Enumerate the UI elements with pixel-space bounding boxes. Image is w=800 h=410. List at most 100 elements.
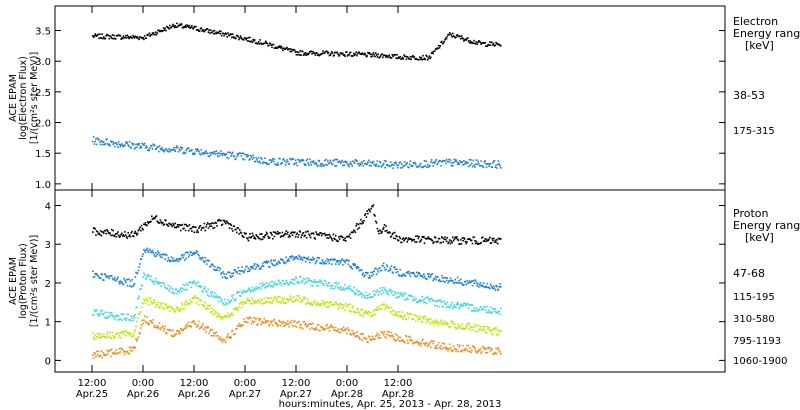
- proton-point: [348, 329, 350, 332]
- proton-legend-series-47-68: 47-68: [733, 267, 765, 280]
- proton-point: [325, 234, 328, 236]
- proton-point: [276, 301, 279, 304]
- electron-point: [430, 52, 433, 54]
- electron-point: [158, 145, 161, 147]
- proton-point: [151, 215, 153, 218]
- proton-point: [295, 233, 298, 236]
- proton-point: [229, 300, 232, 303]
- proton-point: [198, 225, 201, 228]
- proton-point: [361, 274, 364, 276]
- proton-point: [391, 290, 394, 293]
- electron-point: [387, 56, 390, 59]
- proton-point: [415, 241, 418, 243]
- electron-point: [364, 162, 367, 165]
- electron-point: [298, 51, 300, 54]
- proton-point: [459, 304, 462, 306]
- proton-point: [236, 272, 239, 275]
- proton-point: [403, 239, 405, 242]
- proton-point: [484, 325, 486, 328]
- proton-point: [118, 334, 121, 337]
- proton-point: [279, 320, 281, 323]
- x-tick-date-2: Apr.26: [178, 389, 210, 400]
- proton-point: [186, 323, 188, 326]
- proton-point: [454, 326, 456, 328]
- electron-point: [312, 161, 314, 164]
- proton-point: [408, 335, 410, 338]
- electron-point: [242, 158, 244, 160]
- proton-point: [316, 304, 318, 306]
- proton-point: [329, 326, 331, 328]
- electron-point: [328, 162, 331, 164]
- electron-point: [397, 57, 399, 60]
- x-axis-label: hours:minutes, Apr. 25, 2013 - Apr. 28, …: [279, 399, 502, 410]
- proton-point: [231, 330, 233, 333]
- electron-point: [429, 164, 431, 167]
- electron-point: [253, 157, 255, 159]
- proton-point: [236, 307, 239, 310]
- proton-point: [133, 317, 136, 319]
- electron-point: [118, 143, 121, 146]
- proton-point: [485, 240, 487, 243]
- proton-point: [349, 237, 352, 239]
- proton-point: [330, 236, 332, 239]
- electron-point: [180, 23, 183, 25]
- electron-point: [255, 157, 258, 159]
- electron-point: [349, 161, 352, 163]
- proton-point: [175, 333, 177, 335]
- proton-point: [250, 297, 253, 299]
- proton-point: [242, 291, 244, 294]
- electron-point: [460, 35, 463, 37]
- electron-point: [459, 35, 461, 37]
- proton-point: [292, 325, 295, 327]
- proton-point: [271, 280, 273, 283]
- proton-point: [117, 281, 120, 283]
- proton-point: [395, 297, 397, 299]
- proton-point: [247, 318, 250, 320]
- electron-point: [136, 143, 139, 145]
- proton-point: [478, 328, 480, 331]
- electron-point: [120, 38, 122, 40]
- proton-point: [248, 287, 250, 289]
- proton-point: [283, 321, 286, 324]
- proton-point: [187, 225, 189, 228]
- proton-point: [269, 320, 272, 323]
- proton-point: [133, 331, 136, 333]
- proton-point: [353, 263, 356, 265]
- electron-point: [384, 54, 386, 57]
- proton-point: [426, 237, 429, 240]
- electron-point: [149, 35, 151, 37]
- electron-point: [364, 54, 367, 56]
- proton-point: [418, 343, 420, 346]
- electron-point: [444, 160, 446, 162]
- proton-point: [377, 271, 379, 273]
- proton-point: [119, 318, 122, 320]
- proton-point: [224, 301, 227, 304]
- proton-point: [441, 322, 444, 324]
- proton-point: [325, 282, 328, 285]
- electron-point: [192, 28, 195, 30]
- electron-point: [371, 161, 374, 164]
- proton-point: [439, 299, 442, 301]
- proton-point: [445, 348, 447, 350]
- proton-point: [398, 311, 401, 313]
- proton-point: [416, 315, 419, 318]
- proton-point: [473, 236, 475, 239]
- proton-point: [375, 307, 378, 310]
- proton-point: [297, 299, 299, 302]
- proton-point: [459, 344, 461, 346]
- proton-point: [132, 315, 135, 317]
- proton-point: [105, 232, 107, 235]
- proton-point: [480, 325, 482, 328]
- proton-point: [323, 303, 326, 305]
- proton-point: [227, 333, 229, 335]
- electron-point: [340, 161, 342, 163]
- proton-point: [419, 274, 422, 277]
- proton-point: [252, 267, 254, 270]
- proton-point: [103, 312, 105, 315]
- proton-point: [277, 233, 280, 235]
- proton-point: [169, 329, 171, 331]
- electron-point: [399, 161, 401, 163]
- proton-point: [123, 277, 125, 280]
- proton-point: [410, 313, 412, 315]
- proton-point: [118, 348, 121, 350]
